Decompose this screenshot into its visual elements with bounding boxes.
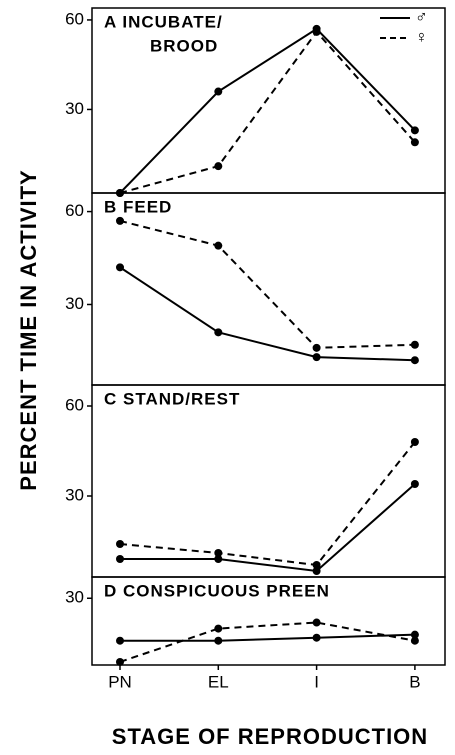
data-point	[312, 343, 321, 352]
y-tick-label: 30	[65, 485, 84, 504]
y-tick-label: 30	[65, 294, 84, 313]
legend-label: ♀	[415, 27, 428, 46]
data-point	[214, 87, 223, 96]
y-axis-label: PERCENT TIME IN ACTIVITY	[16, 169, 41, 490]
panel-title: A INCUBATE/	[104, 12, 223, 31]
data-point	[214, 328, 223, 337]
data-point	[116, 657, 124, 666]
data-point	[410, 630, 419, 639]
series-line	[119, 27, 416, 194]
x-tick-label: I	[314, 672, 319, 691]
data-point	[214, 624, 223, 633]
panel-frame	[91, 384, 446, 578]
x-tick-label: PN	[108, 672, 132, 691]
y-tick-label: 60	[65, 395, 84, 414]
data-point	[214, 241, 223, 250]
data-point	[410, 126, 419, 135]
data-point	[214, 636, 223, 645]
data-point	[410, 438, 419, 446]
data-point	[410, 138, 419, 147]
panel-title: BROOD	[150, 36, 218, 55]
data-point	[312, 633, 321, 642]
panel-title: B FEED	[104, 197, 172, 216]
data-point	[116, 263, 124, 272]
y-tick-label: 60	[65, 201, 84, 220]
data-point	[312, 618, 321, 627]
x-tick-label: B	[409, 672, 420, 691]
data-point	[410, 356, 419, 365]
legend-label: ♂	[415, 7, 428, 26]
data-point	[116, 540, 124, 548]
data-point	[214, 555, 223, 563]
data-point	[214, 549, 223, 557]
panel-frame	[91, 576, 446, 666]
x-tick-label: EL	[208, 672, 229, 691]
data-point	[312, 27, 321, 36]
panel-title: C STAND/REST	[104, 389, 240, 408]
panel-title: D CONSPICUOUS PREEN	[104, 581, 330, 600]
series-line	[119, 266, 415, 362]
series-line	[119, 30, 416, 194]
data-point	[116, 555, 124, 563]
panel-frame	[91, 7, 446, 194]
y-tick-label: 30	[65, 99, 84, 118]
data-point	[116, 216, 124, 225]
series-line	[120, 633, 415, 642]
data-point	[312, 561, 321, 569]
data-point	[410, 636, 419, 645]
data-point	[410, 480, 419, 488]
y-tick-label: 60	[65, 9, 84, 28]
series-line	[119, 441, 416, 567]
panel-frame	[91, 192, 446, 386]
series-line	[120, 483, 416, 573]
data-point	[410, 340, 419, 349]
data-point	[116, 636, 124, 645]
data-point	[312, 567, 321, 575]
data-point	[312, 353, 321, 362]
series-line	[119, 219, 415, 349]
data-point	[214, 162, 223, 171]
series-line	[119, 621, 416, 663]
x-axis-label: STAGE OF REPRODUCTION	[112, 724, 428, 749]
y-tick-label: 30	[65, 588, 84, 607]
